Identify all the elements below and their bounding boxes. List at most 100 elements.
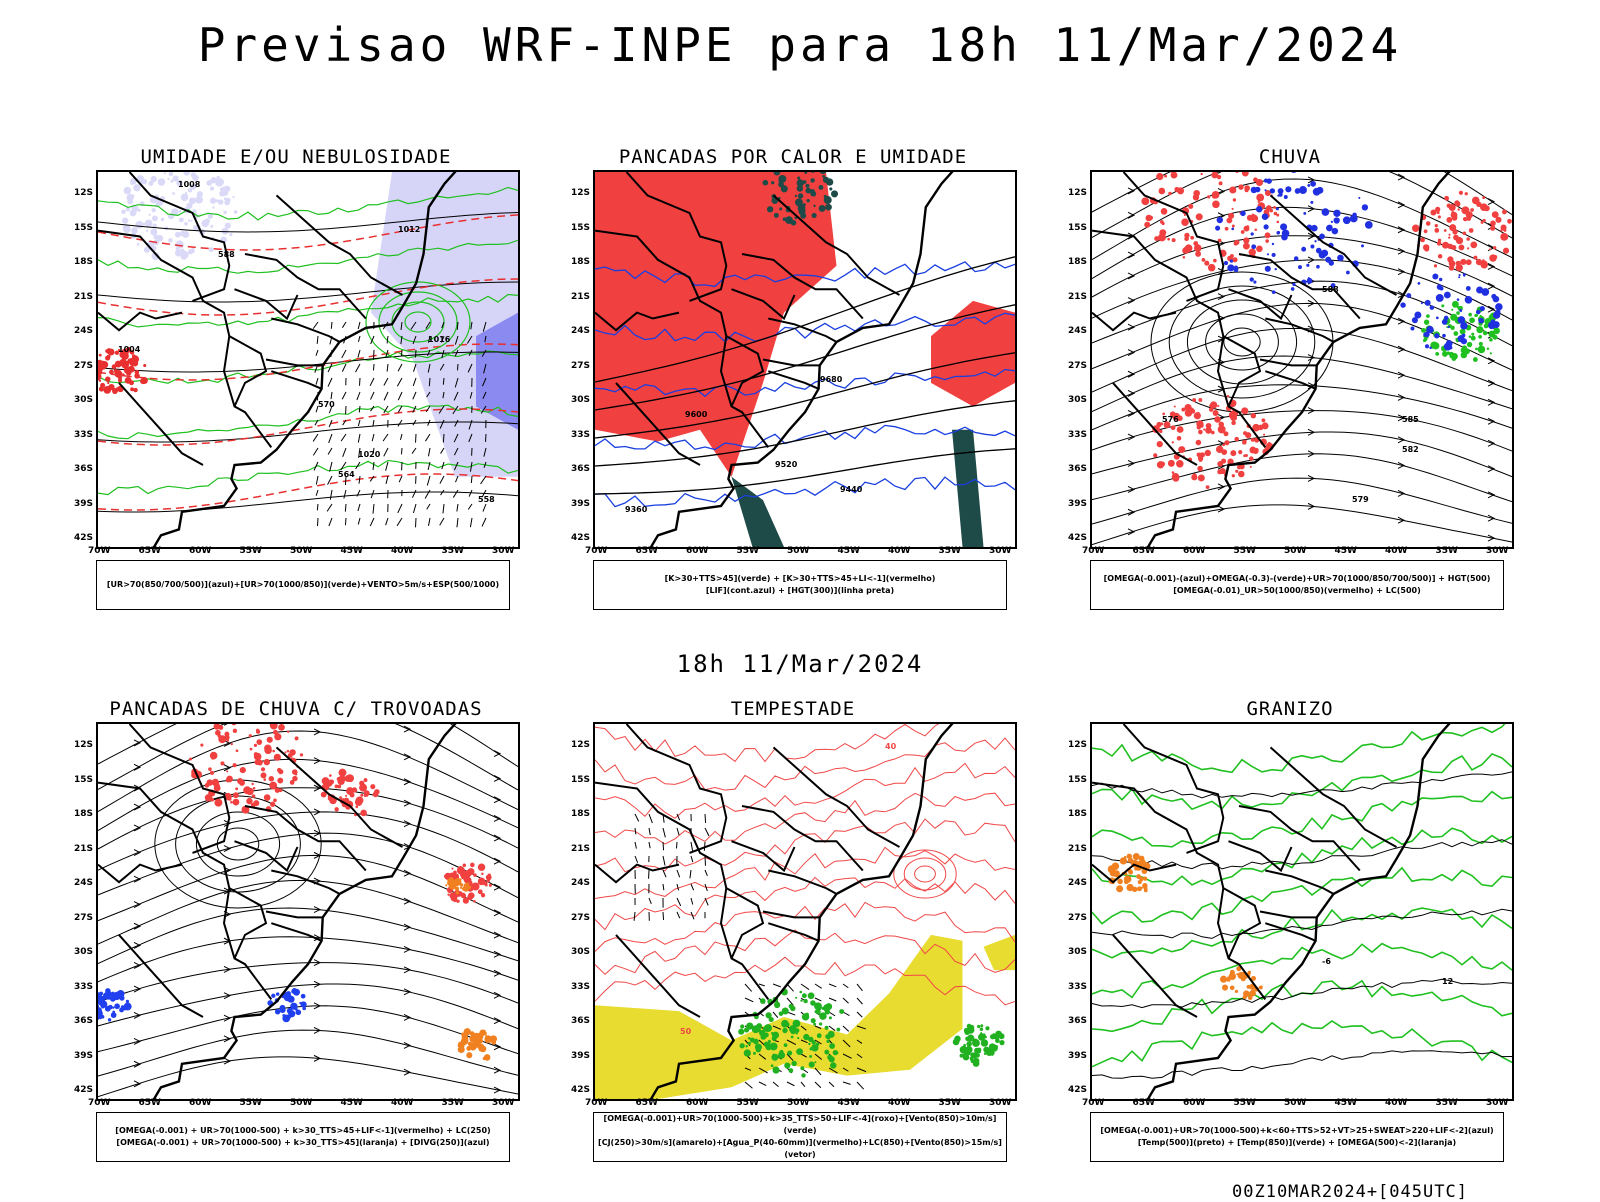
data-speck bbox=[451, 868, 453, 870]
data-speck bbox=[1191, 474, 1197, 480]
wind-vector bbox=[370, 378, 374, 386]
omega-blue bbox=[1215, 172, 1373, 294]
data-speck bbox=[128, 366, 135, 373]
wind-vector bbox=[329, 434, 332, 443]
lon-tick-label: 70W bbox=[585, 546, 607, 556]
data-speck bbox=[1362, 204, 1368, 210]
data-speck bbox=[1272, 290, 1276, 294]
wind-vector bbox=[401, 350, 402, 356]
wind-vector bbox=[317, 518, 318, 526]
data-speck bbox=[124, 363, 129, 368]
contour-label: 564 bbox=[338, 470, 355, 479]
border-line bbox=[763, 360, 820, 366]
data-speck bbox=[101, 1004, 105, 1008]
data-speck bbox=[212, 206, 214, 208]
contour-label: 585 bbox=[1402, 415, 1419, 424]
data-speck bbox=[1312, 183, 1314, 185]
data-speck bbox=[967, 1024, 972, 1029]
data-speck bbox=[953, 1039, 960, 1046]
border-line bbox=[271, 319, 339, 342]
lat-tick-label: 39S bbox=[74, 1051, 93, 1061]
data-speck bbox=[1149, 216, 1153, 220]
arrow-head bbox=[224, 724, 230, 725]
data-speck bbox=[1222, 985, 1228, 991]
data-speck bbox=[208, 214, 213, 219]
data-speck bbox=[1184, 233, 1189, 238]
wind-vector bbox=[773, 1082, 779, 1087]
data-speck bbox=[256, 739, 262, 745]
data-speck bbox=[1217, 469, 1222, 474]
data-speck bbox=[1425, 300, 1431, 306]
data-speck bbox=[1331, 221, 1333, 223]
data-speck bbox=[985, 1026, 989, 1030]
data-speck bbox=[1444, 229, 1447, 232]
data-speck bbox=[273, 798, 277, 802]
data-speck bbox=[234, 210, 238, 214]
data-speck bbox=[1314, 240, 1316, 242]
lat-tick-label: 42S bbox=[571, 533, 590, 543]
data-speck bbox=[161, 218, 164, 221]
data-speck bbox=[1412, 317, 1418, 323]
isoline bbox=[1092, 868, 1512, 924]
data-speck bbox=[210, 225, 213, 228]
data-speck bbox=[229, 798, 232, 801]
panel-title: GRANIZO bbox=[1040, 698, 1540, 720]
data-speck bbox=[300, 1001, 306, 1007]
wind-vector bbox=[358, 336, 360, 342]
data-speck bbox=[1213, 259, 1217, 263]
lon-tick-label: 40W bbox=[1385, 1098, 1407, 1108]
data-speck bbox=[1442, 319, 1447, 324]
data-speck bbox=[830, 1062, 836, 1068]
wind-vector bbox=[386, 476, 388, 484]
wind-vector bbox=[691, 856, 693, 862]
data-speck bbox=[1217, 405, 1219, 407]
isoline bbox=[595, 763, 1015, 818]
wind-vector bbox=[358, 504, 360, 511]
data-speck bbox=[1235, 470, 1238, 473]
data-speck bbox=[810, 1047, 813, 1050]
data-speck bbox=[1444, 292, 1451, 299]
wind-vector bbox=[829, 1082, 834, 1087]
data-speck bbox=[839, 1009, 844, 1014]
lon-tick-label: 65W bbox=[1133, 546, 1155, 556]
data-speck bbox=[1492, 211, 1499, 218]
data-speck bbox=[1136, 874, 1141, 879]
data-speck bbox=[1243, 454, 1246, 457]
lat-tick-label: 21S bbox=[571, 292, 590, 302]
wind-vector bbox=[327, 504, 332, 511]
wind-vector bbox=[649, 842, 650, 848]
data-speck bbox=[1133, 853, 1140, 860]
legend-box: [OMEGA(-0.001) + UR>70(1000-500) + k>30_… bbox=[96, 1112, 510, 1162]
data-speck bbox=[253, 787, 256, 790]
wind-vector bbox=[843, 1012, 849, 1016]
data-speck bbox=[233, 763, 237, 767]
lat-tick-label: 12S bbox=[1068, 188, 1087, 198]
data-speck bbox=[1235, 172, 1238, 173]
lon-tick-label: 60W bbox=[189, 546, 211, 556]
border-line bbox=[271, 923, 321, 941]
data-speck bbox=[124, 187, 131, 194]
data-speck bbox=[235, 787, 238, 790]
data-speck bbox=[965, 1036, 970, 1041]
wind-vector bbox=[358, 420, 360, 426]
lon-tick-label: 35W bbox=[442, 546, 464, 556]
wind-vector bbox=[328, 448, 332, 455]
data-speck bbox=[467, 894, 473, 900]
data-speck bbox=[214, 799, 222, 807]
data-speck bbox=[1249, 447, 1256, 454]
data-speck bbox=[1207, 195, 1210, 198]
data-speck bbox=[463, 863, 467, 867]
data-speck bbox=[251, 783, 253, 785]
data-speck bbox=[827, 1055, 832, 1060]
data-speck bbox=[1228, 257, 1230, 259]
data-speck bbox=[1276, 207, 1279, 210]
data-speck bbox=[1168, 460, 1175, 467]
wind-vector bbox=[412, 490, 416, 498]
data-speck bbox=[829, 1043, 835, 1049]
data-speck bbox=[279, 788, 283, 792]
data-speck bbox=[1432, 273, 1438, 279]
data-speck bbox=[757, 1028, 761, 1032]
data-speck bbox=[210, 752, 218, 760]
data-speck bbox=[1177, 426, 1184, 433]
wind-vector bbox=[413, 504, 416, 513]
